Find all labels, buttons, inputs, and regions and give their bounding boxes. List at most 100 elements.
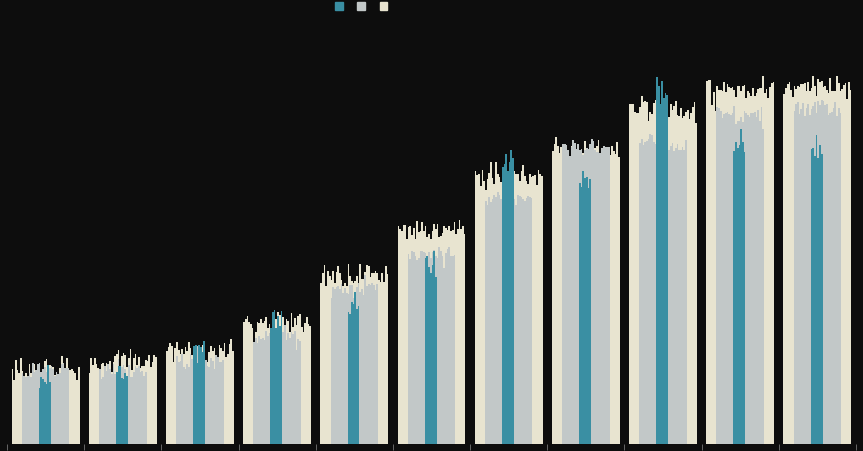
Bar (517, 175, 519, 444)
Bar (835, 102, 836, 444)
Bar (663, 140, 665, 444)
Bar (425, 227, 426, 444)
Bar (734, 107, 735, 444)
Bar (39, 364, 41, 444)
Bar (275, 334, 277, 444)
Bar (685, 141, 687, 444)
Bar (552, 152, 554, 444)
Bar (128, 365, 129, 444)
Bar (258, 336, 260, 444)
Bar (526, 182, 527, 444)
Bar (742, 87, 744, 444)
Bar (670, 105, 671, 444)
Bar (286, 341, 287, 444)
Bar (56, 382, 58, 444)
Bar (812, 148, 814, 444)
Bar (792, 98, 794, 444)
Bar (272, 313, 274, 444)
Bar (180, 362, 181, 444)
Bar (725, 93, 727, 444)
Bar (188, 342, 190, 444)
Bar (487, 180, 488, 444)
Bar (463, 235, 465, 444)
Bar (359, 264, 361, 444)
Bar (506, 155, 507, 444)
Bar (508, 199, 510, 444)
Bar (353, 299, 355, 444)
Bar (274, 333, 275, 444)
Bar (538, 171, 539, 444)
Bar (218, 363, 220, 444)
Bar (452, 231, 454, 444)
Bar (368, 266, 369, 444)
Bar (600, 154, 602, 444)
Bar (507, 171, 508, 444)
Bar (230, 339, 232, 444)
Bar (361, 280, 362, 444)
Bar (245, 319, 247, 444)
Bar (135, 354, 136, 444)
Bar (445, 228, 447, 444)
Bar (433, 252, 435, 444)
Bar (816, 114, 817, 444)
Bar (816, 136, 817, 444)
Bar (809, 116, 810, 444)
Bar (275, 319, 277, 444)
Bar (485, 191, 487, 444)
Bar (92, 365, 94, 444)
Bar (99, 369, 101, 444)
Bar (78, 368, 79, 444)
Bar (279, 315, 280, 444)
Bar (677, 116, 678, 444)
Bar (252, 328, 254, 444)
Bar (769, 88, 771, 444)
Bar (423, 231, 425, 444)
Bar (202, 352, 204, 444)
Bar (280, 311, 282, 444)
Bar (812, 107, 814, 444)
Bar (677, 144, 678, 444)
Bar (37, 368, 39, 444)
Bar (488, 198, 490, 444)
Bar (217, 357, 218, 444)
Bar (433, 250, 435, 444)
Bar (101, 364, 103, 444)
Bar (787, 85, 789, 444)
Bar (209, 367, 210, 444)
Bar (689, 120, 690, 444)
Bar (598, 152, 600, 444)
Bar (280, 323, 282, 444)
Bar (190, 354, 192, 444)
Bar (274, 310, 275, 444)
Bar (821, 101, 822, 444)
Bar (682, 148, 683, 444)
Bar (133, 358, 135, 444)
Bar (515, 205, 517, 444)
Bar (116, 381, 117, 444)
Bar (460, 230, 462, 444)
Bar (512, 197, 513, 444)
Bar (89, 373, 91, 444)
Bar (46, 372, 47, 444)
Bar (845, 83, 847, 444)
Bar (435, 229, 437, 444)
Bar (339, 290, 341, 444)
Bar (180, 354, 181, 444)
Bar (53, 369, 54, 444)
Bar (794, 87, 796, 444)
Bar (666, 106, 668, 444)
Bar (432, 265, 433, 444)
Bar (49, 368, 51, 444)
Bar (293, 327, 294, 444)
Bar (268, 324, 270, 444)
Bar (337, 286, 339, 444)
Bar (348, 312, 350, 444)
Bar (652, 115, 653, 444)
Bar (25, 373, 27, 444)
Bar (418, 258, 419, 444)
Bar (560, 148, 562, 444)
Bar (603, 162, 605, 444)
Bar (475, 171, 476, 444)
Bar (28, 373, 30, 444)
Bar (670, 147, 671, 444)
